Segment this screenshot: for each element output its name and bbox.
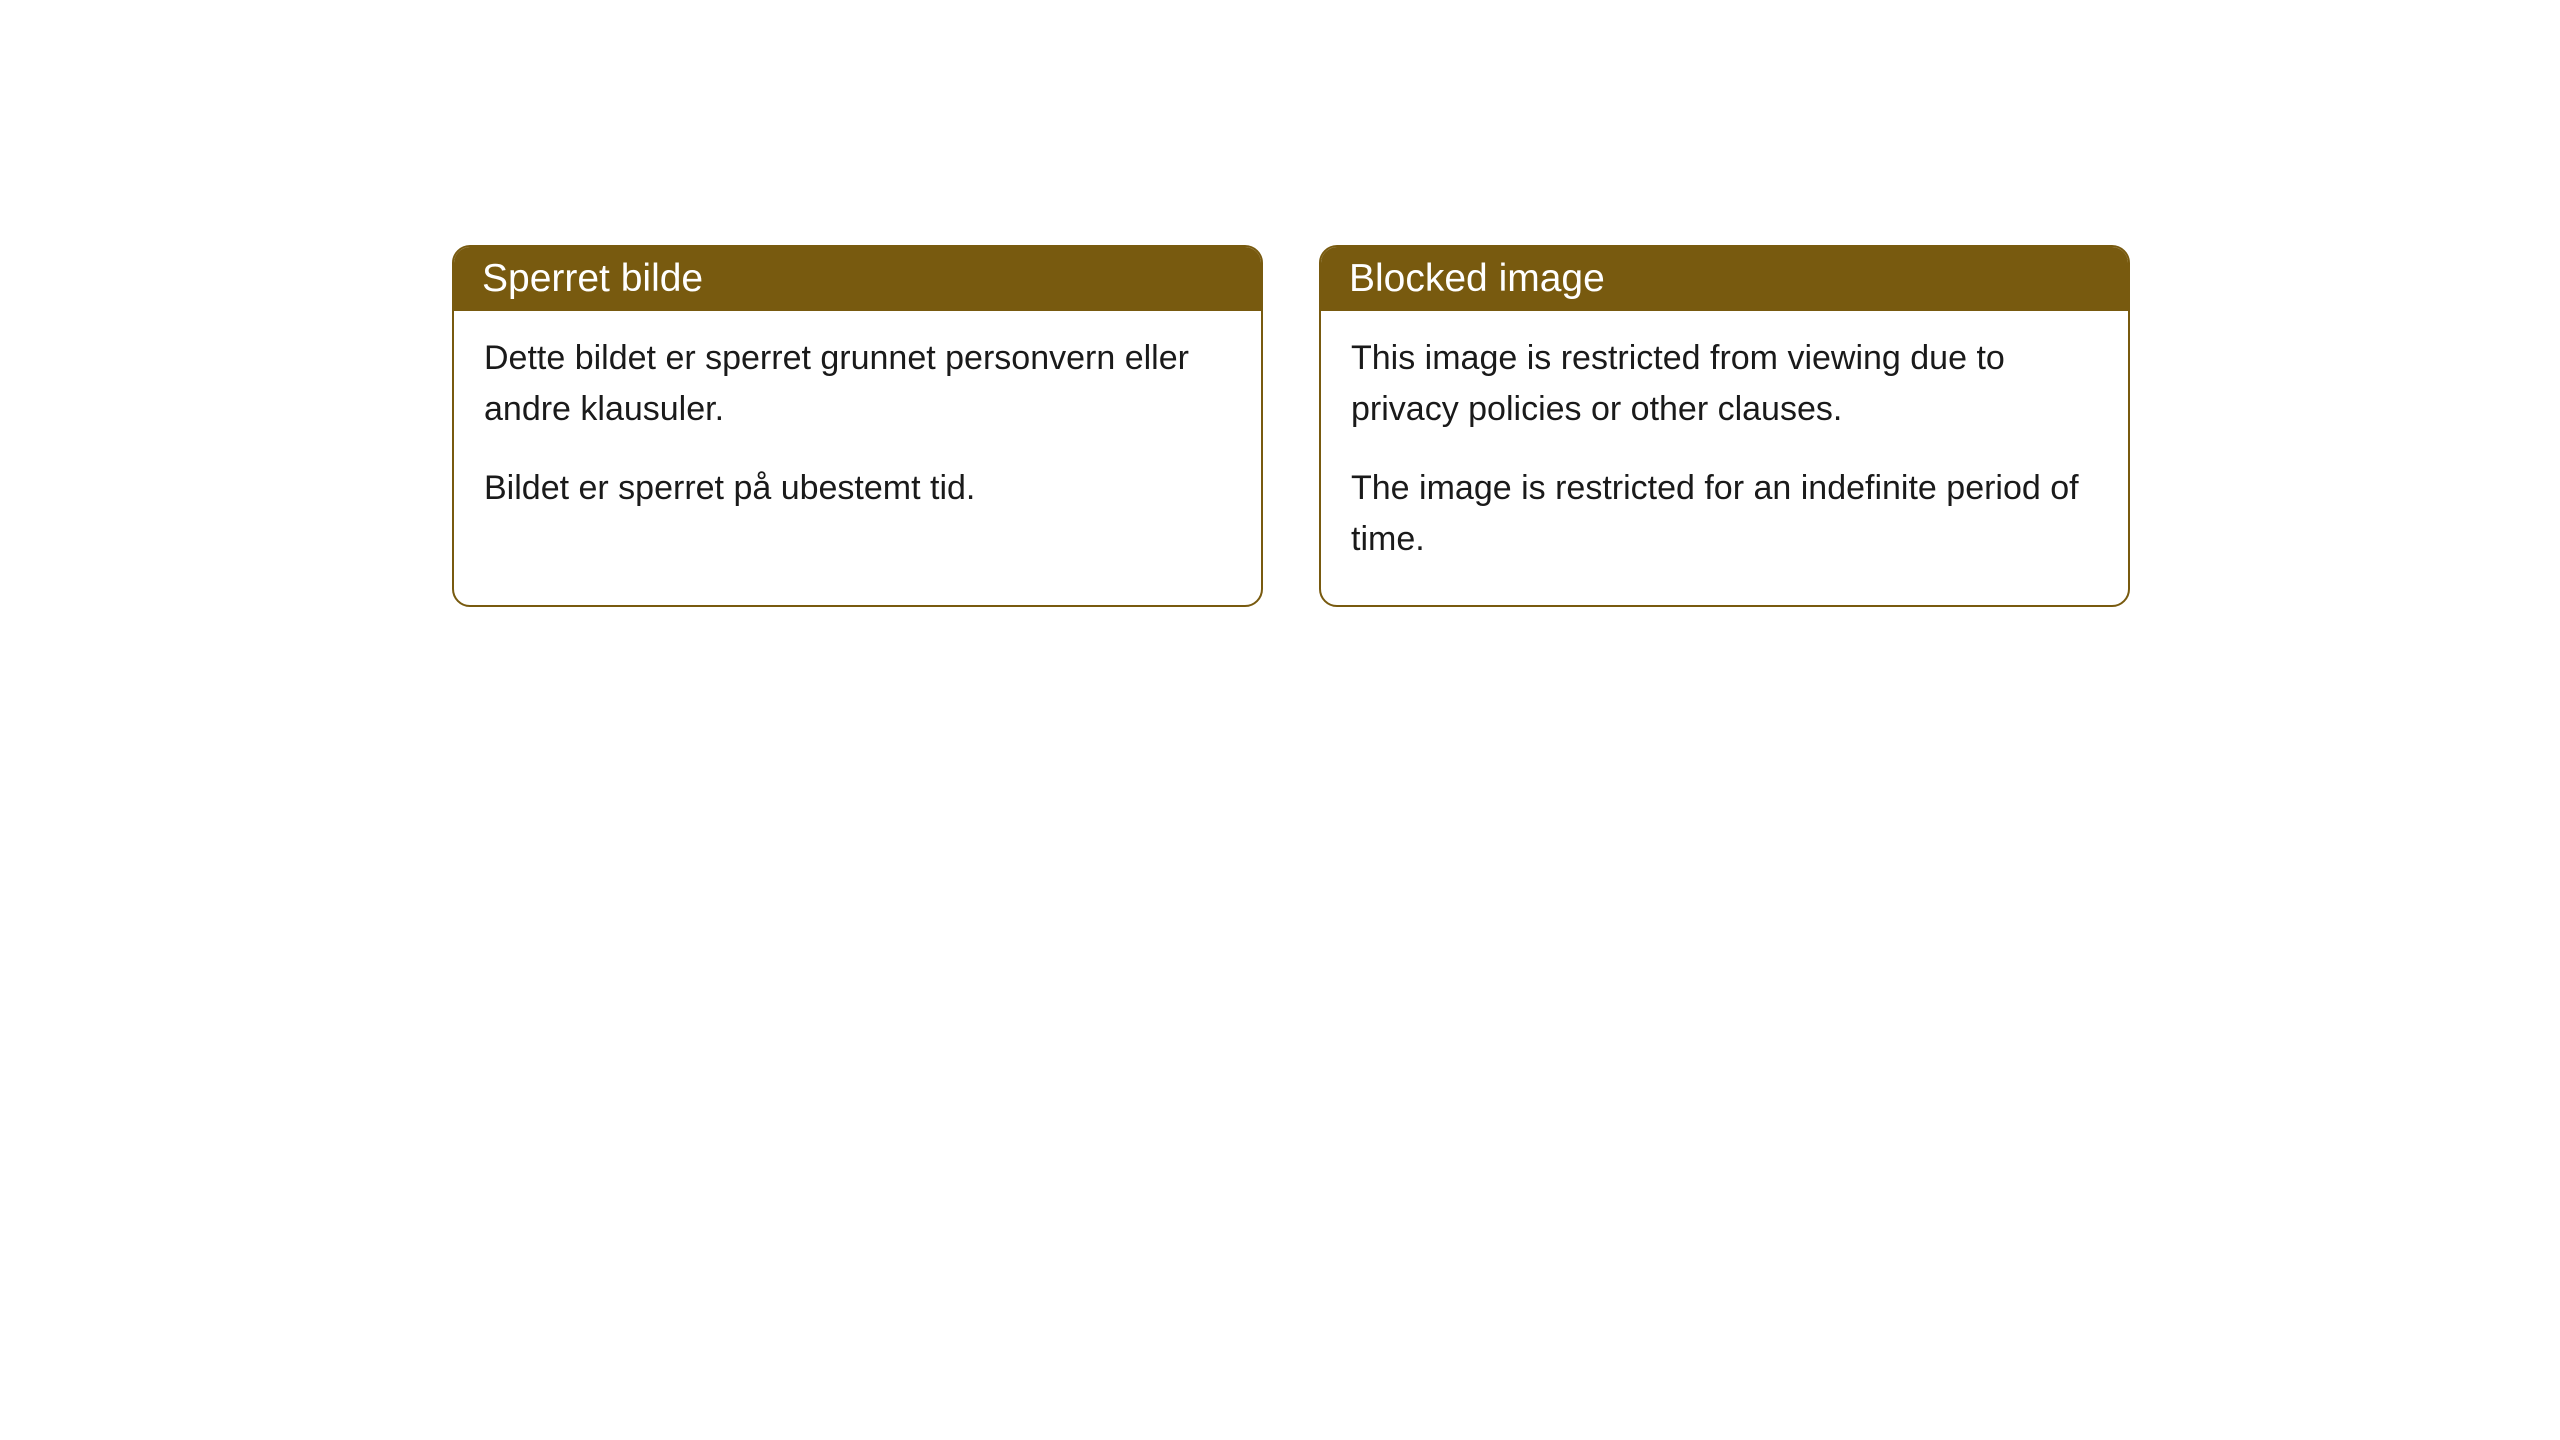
- blocked-image-card-english: Blocked image This image is restricted f…: [1319, 245, 2130, 607]
- card-title: Blocked image: [1321, 247, 2128, 311]
- card-paragraph: This image is restricted from viewing du…: [1351, 333, 2098, 435]
- blocked-image-card-norwegian: Sperret bilde Dette bildet er sperret gr…: [452, 245, 1263, 607]
- notice-cards-container: Sperret bilde Dette bildet er sperret gr…: [452, 245, 2130, 607]
- card-paragraph: Dette bildet er sperret grunnet personve…: [484, 333, 1231, 435]
- card-title: Sperret bilde: [454, 247, 1261, 311]
- card-body: This image is restricted from viewing du…: [1321, 311, 2128, 605]
- card-paragraph: Bildet er sperret på ubestemt tid.: [484, 463, 1231, 514]
- card-body: Dette bildet er sperret grunnet personve…: [454, 311, 1261, 554]
- card-paragraph: The image is restricted for an indefinit…: [1351, 463, 2098, 565]
